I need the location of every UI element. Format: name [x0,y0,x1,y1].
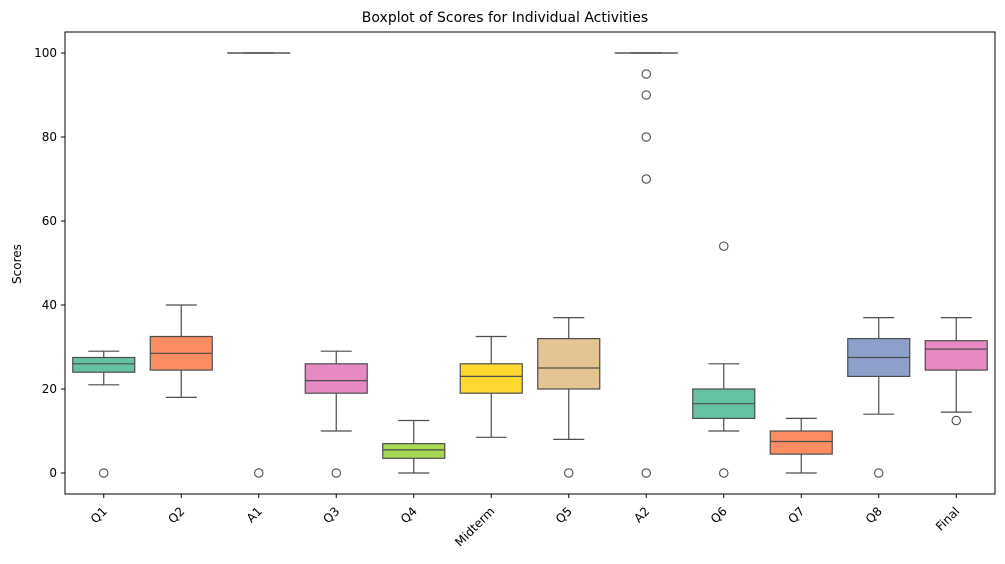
plot-area: 0 20 40 60 80 100 Q1 Q2 A1 Q3 Q4 Midterm Q5 A2 Q6 Q7 Q8 F… [34,46,988,549]
x-tick-label: Q4 [398,504,420,526]
outlier-point [563,468,574,478]
x-tick-label: Midterm [452,504,497,549]
outlier-point [254,468,264,478]
y-tick-label: 20 [42,382,57,396]
outlier-point [873,468,884,478]
outlier-point [718,468,729,478]
x-tick-label: A1 [244,504,265,525]
outlier-point [718,241,729,251]
x-tick-label: Q7 [785,504,807,526]
box-q4 [382,443,446,459]
plot-frame [64,31,996,495]
box-q1 [72,356,136,373]
box-q3 [304,363,368,394]
outlier-point [99,468,109,478]
box-final [924,340,988,371]
x-tick-label: Q2 [165,504,187,526]
outlier-point [641,90,651,100]
x-tick-label: A2 [631,504,652,525]
x-tick-label: Q6 [708,504,730,526]
y-tick-label: 40 [42,298,57,312]
outlier-point [641,468,651,478]
y-axis-title: Scores [10,244,24,284]
outlier-point [641,174,651,184]
x-tick-label: Q5 [553,504,575,526]
outlier-point [951,415,961,426]
box-q5 [537,338,601,390]
outlier-point [641,69,651,79]
chart-title: Boxplot of Scores for Individual Activit… [362,10,648,26]
x-tick-label: Final [933,504,962,533]
y-tick-label: 80 [42,130,57,144]
y-tick-label: 0 [49,466,57,480]
box-midterm [459,363,523,394]
x-tick-label: Q8 [863,504,885,526]
y-tick-label: 60 [42,214,57,228]
outlier-point [641,132,651,142]
x-tick-label: Q1 [88,504,110,526]
box-q7 [769,430,833,455]
x-tick-label: Q3 [320,504,342,526]
outlier-point [331,468,341,478]
y-tick-label: 100 [34,46,57,60]
